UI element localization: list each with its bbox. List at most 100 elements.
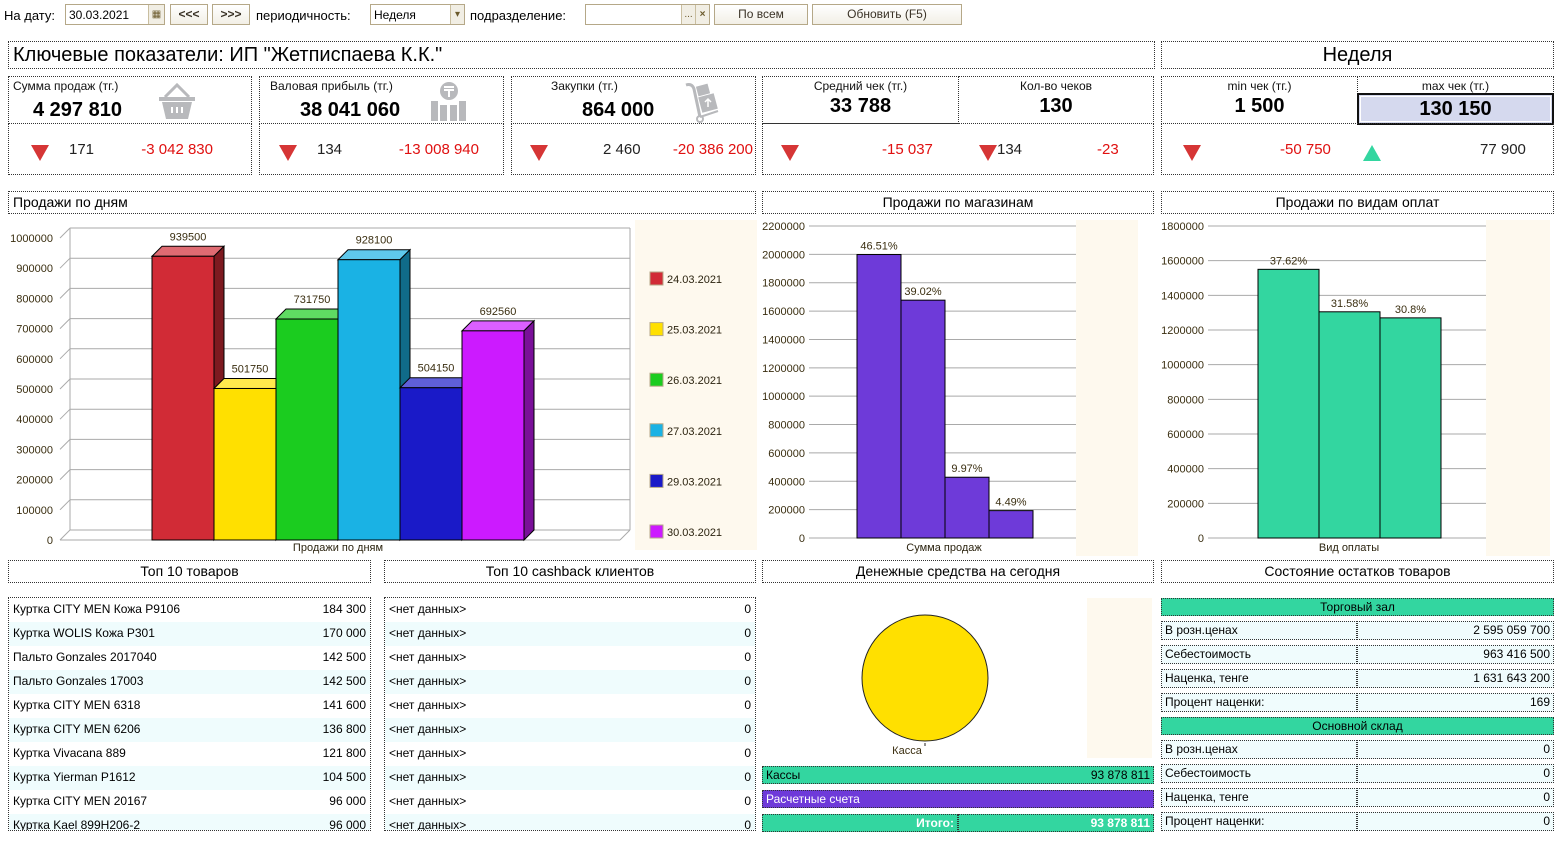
bar [944, 476, 990, 539]
top-cashback-row[interactable]: <нет данных> 0 [385, 670, 755, 694]
top-goods-row[interactable]: Пальто Gonzales 17003 142 500 [9, 670, 370, 694]
gridline-slant [59, 288, 71, 299]
division-field[interactable]: ... × [585, 4, 710, 25]
section-cash-today: Денежные средства на сегодня [762, 560, 1154, 583]
kpi-max-check-card[interactable]: max чек (тг.) 130 150 [1357, 76, 1554, 125]
refresh-button[interactable]: Обновить (F5) [812, 4, 962, 25]
top-goods-row[interactable]: Куртка Vivacana 889 121 800 [9, 742, 370, 766]
bar-top [336, 249, 412, 261]
stock-row: В розн.ценах 0 [1161, 740, 1554, 759]
stock-row-label: В розн.ценах [1161, 740, 1357, 759]
period-select[interactable]: Неделя ▾ [370, 4, 465, 25]
y-tick-label: 400000 [1167, 464, 1204, 476]
clear-icon[interactable]: × [695, 5, 709, 24]
y-tick-label: 1000000 [10, 233, 53, 245]
chart-sales-by-payment: 0 200000 400000 600000 800000 1000000 1200000 1… [1161, 220, 1550, 556]
top-goods-row[interactable]: Пальто Gonzales 2017040 142 500 [9, 646, 370, 670]
top-cashback-row[interactable]: <нет данных> 0 [385, 718, 755, 742]
chart-cash-pie: Касса [861, 598, 1152, 758]
top-goods-row-name: Куртка CITY MEN 6206 [13, 722, 141, 736]
cash-kassy-row[interactable]: Кассы 93 878 811 [762, 766, 1154, 784]
top-cashback-row[interactable]: <нет данных> 0 [385, 790, 755, 814]
stock-row-value: 963 416 500 [1357, 645, 1554, 664]
kpi-checks-count-prev: 134 [997, 141, 1023, 158]
y-tick-label: 400000 [16, 414, 53, 426]
top-cashback-row[interactable]: <нет данных> 0 [385, 622, 755, 646]
next-period-button[interactable]: >>> [212, 4, 250, 25]
top-goods-row-name: Куртка Kael 899H206-2 [13, 818, 141, 831]
top-goods-row[interactable]: Куртка CITY MEN 20167 96 000 [9, 790, 370, 814]
legend-swatch [649, 271, 664, 286]
page-title: Ключевые показатели: ИП "Жетписпаева К.К… [8, 41, 1155, 69]
bar-value-label: 731750 [294, 294, 331, 306]
gridline-slant [59, 469, 71, 480]
y-tick-label: 200000 [1167, 498, 1204, 510]
division-value[interactable] [586, 5, 681, 24]
kpi-checks-count-card: Кол-во чеков 130 [958, 76, 1154, 124]
bar [1379, 317, 1442, 539]
top-cashback-row[interactable]: <нет данных> 0 [385, 694, 755, 718]
bar [213, 387, 277, 541]
y-tick-label: 800000 [16, 293, 53, 305]
top-cashback-row-value: 0 [744, 770, 751, 784]
top-goods-row-name: Куртка Yierman P1612 [13, 770, 136, 784]
bar-top [274, 308, 350, 320]
stock-row-label: Процент наценки: [1161, 812, 1357, 831]
bar-value-label: 504150 [418, 363, 455, 375]
y-tick-label: 1200000 [1161, 325, 1204, 337]
prev-period-button[interactable]: <<< [170, 4, 208, 25]
top-cashback-row[interactable]: <нет данных> 0 [385, 598, 755, 622]
top-goods-row-value: 96 000 [329, 818, 366, 831]
y-tick-label: 300000 [16, 444, 53, 456]
top-goods-row[interactable]: Куртка Kael 899H206-2 96 000 [9, 814, 370, 831]
select-ellipsis-button[interactable]: ... [681, 5, 695, 24]
top-cashback-row[interactable]: <нет данных> 0 [385, 742, 755, 766]
period-select-value[interactable]: Неделя [374, 8, 416, 22]
y-tick-label: 1400000 [762, 334, 805, 346]
selected-cell[interactable]: 130 150 [1357, 93, 1554, 125]
y-tick-label: 600000 [1167, 429, 1204, 441]
top-cashback-row-value: 0 [744, 650, 751, 664]
top-goods-row[interactable]: Куртка Yierman P1612 104 500 [9, 766, 370, 790]
y-tick-label: 1600000 [1161, 256, 1204, 268]
y-tick-label: 1800000 [762, 278, 805, 290]
top-goods-row-name: Куртка Vivacana 889 [13, 746, 126, 760]
top-goods-row[interactable]: Куртка CITY MEN 6318 141 600 [9, 694, 370, 718]
all-divisions-button[interactable]: По всем [714, 4, 808, 25]
stock-hall-header: Торговый зал [1161, 598, 1554, 616]
top-goods-row[interactable]: Куртка CITY MEN 6206 136 800 [9, 718, 370, 742]
section-top-cashback: Топ 10 cashback клиентов [384, 560, 756, 583]
bar-top [460, 320, 536, 332]
top-goods-row-name: Пальто Gonzales 2017040 [13, 650, 157, 664]
kpi-profit-delta: -13 008 940 [398, 141, 479, 158]
bar-value-label: 9.97% [951, 463, 982, 475]
top-cashback-table[interactable]: <нет данных> 0 <нет данных> 0 <нет данных> 0 <… [384, 597, 756, 831]
top-cashback-row-value: 0 [744, 794, 751, 808]
stock-row-value: 0 [1357, 764, 1554, 783]
top-cashback-row-value: 0 [744, 698, 751, 712]
legend-swatch [649, 322, 664, 337]
y-tick-label: 2200000 [762, 221, 805, 233]
stock-row: Наценка, тенге 1 631 643 200 [1161, 669, 1554, 688]
top-goods-table[interactable]: Куртка CITY MEN Кожа P9106 184 300 Куртка … [8, 597, 371, 831]
kpi-max-check-value[interactable]: 130 150 [1419, 98, 1492, 120]
top-goods-row-name: Куртка CITY MEN Кожа P9106 [13, 602, 180, 616]
top-goods-row[interactable]: Куртка CITY MEN Кожа P9106 184 300 [9, 598, 370, 622]
legend-swatch [649, 423, 664, 438]
calendar-icon[interactable]: ▦ [148, 5, 164, 24]
top-goods-row[interactable]: Куртка WOLIS Кожа P301 170 000 [9, 622, 370, 646]
top-cashback-row[interactable]: <нет данных> 0 [385, 814, 755, 830]
top-cashback-row[interactable]: <нет данных> 0 [385, 646, 755, 670]
legend-background [1076, 220, 1138, 556]
y-tick-label: 1000000 [1161, 360, 1204, 372]
y-tick-label: 200000 [768, 505, 805, 517]
cash-accounts-row[interactable]: Расчетные счета [762, 790, 1154, 808]
legend-label: 25.03.2021 [667, 325, 722, 337]
date-field[interactable]: 30.03.2021 ▦ [65, 4, 165, 25]
legend-swatch [649, 473, 664, 488]
stock-row-value: 169 [1357, 693, 1554, 712]
date-value[interactable]: 30.03.2021 [69, 8, 130, 22]
chevron-down-icon[interactable]: ▾ [450, 5, 464, 24]
top-cashback-row[interactable]: <нет данных> 0 [385, 766, 755, 790]
bar-value-label: 501750 [232, 363, 269, 375]
